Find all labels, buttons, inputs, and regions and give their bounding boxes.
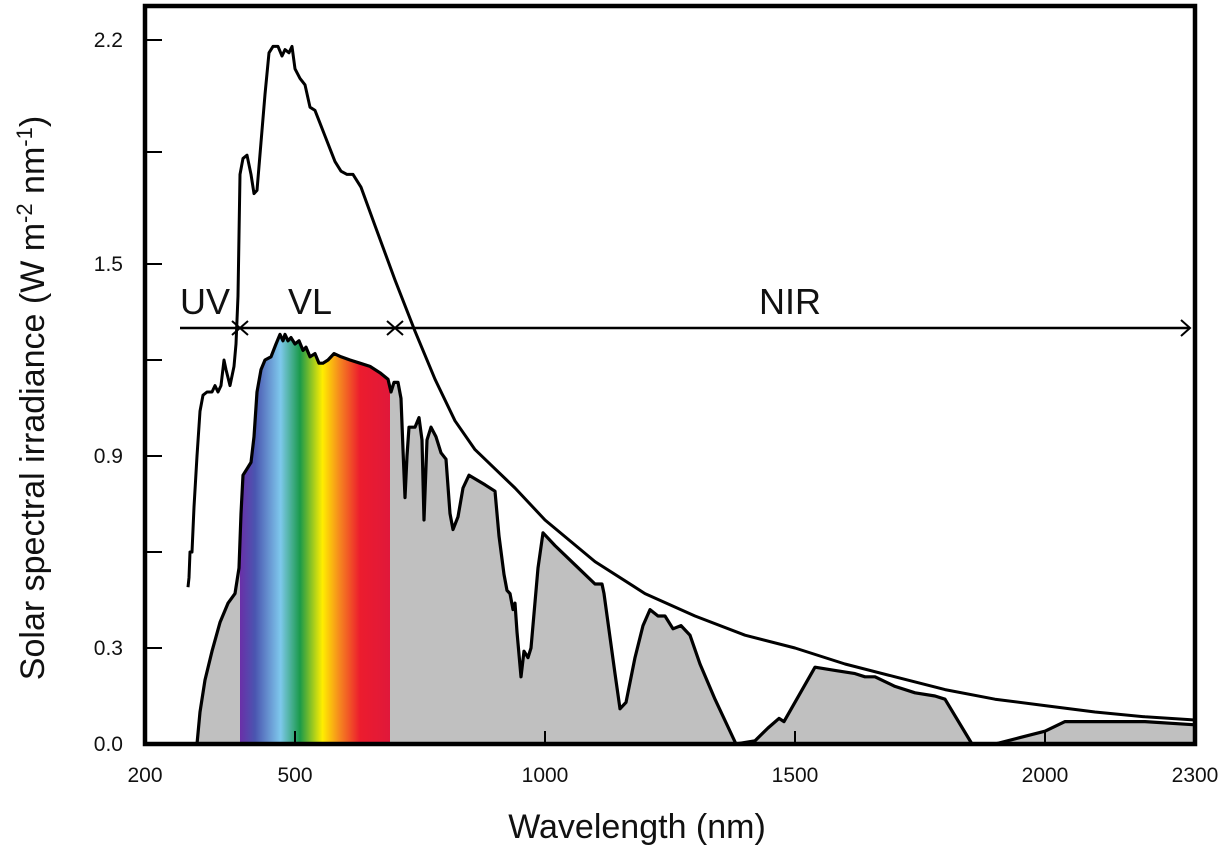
- x-axis-title: Wavelength (nm): [508, 808, 766, 846]
- region-boundary-marker: [231, 320, 249, 336]
- x-tick-label: 2000: [1022, 764, 1069, 787]
- region-label-nir: NIR: [759, 281, 821, 322]
- region-arrowhead: [1180, 319, 1192, 337]
- y-tick-label: 1.5: [94, 253, 123, 276]
- x-tick-label: 500: [277, 764, 312, 787]
- x-tick-label: 200: [127, 764, 162, 787]
- x-tick-label: 1500: [772, 764, 819, 787]
- y-title-sup1: -2: [12, 203, 37, 223]
- y-title-sup2: -1: [12, 127, 37, 147]
- y-title-base: Solar spectral irradiance (W m: [14, 223, 52, 680]
- y-tick-label: 2.2: [94, 29, 123, 52]
- visible-spectrum-fill: [240, 334, 390, 744]
- plot-frame: [142, 3, 1198, 747]
- ground-irradiance-layer: [195, 332, 1196, 746]
- ground-irradiance-line: [195, 332, 1196, 746]
- x-tick-label: 1000: [522, 764, 569, 787]
- y-tick-label: 0.9: [94, 445, 123, 468]
- spectral-regions: UV VL NIR: [180, 281, 1192, 337]
- y-axis-title: Solar spectral irradiance (W m-2 nm-1): [12, 116, 52, 680]
- region-label-uv: UV: [180, 281, 230, 322]
- region-label-vl: VL: [288, 281, 332, 322]
- x-axis-ticks: 200 500 1000 1500 2000 2300: [127, 731, 1218, 787]
- extraterrestrial-irradiance-line: [186, 44, 1196, 722]
- y-title-mid: nm: [14, 147, 52, 204]
- y-tick-label: 0.3: [94, 637, 123, 660]
- y-axis-ticks: 0.0 0.3 0.9 1.5 2.2: [94, 29, 162, 756]
- region-boundary-marker: [386, 320, 404, 336]
- y-title-end: ): [14, 116, 52, 127]
- y-tick-label: 0.0: [94, 733, 123, 756]
- x-tick-label: 2300: [1172, 764, 1219, 787]
- ground-irradiance-fill: [197, 334, 1195, 744]
- axes: 0.0 0.3 0.9 1.5 2.2 200 500 1000 1500 2000 2300: [94, 3, 1218, 787]
